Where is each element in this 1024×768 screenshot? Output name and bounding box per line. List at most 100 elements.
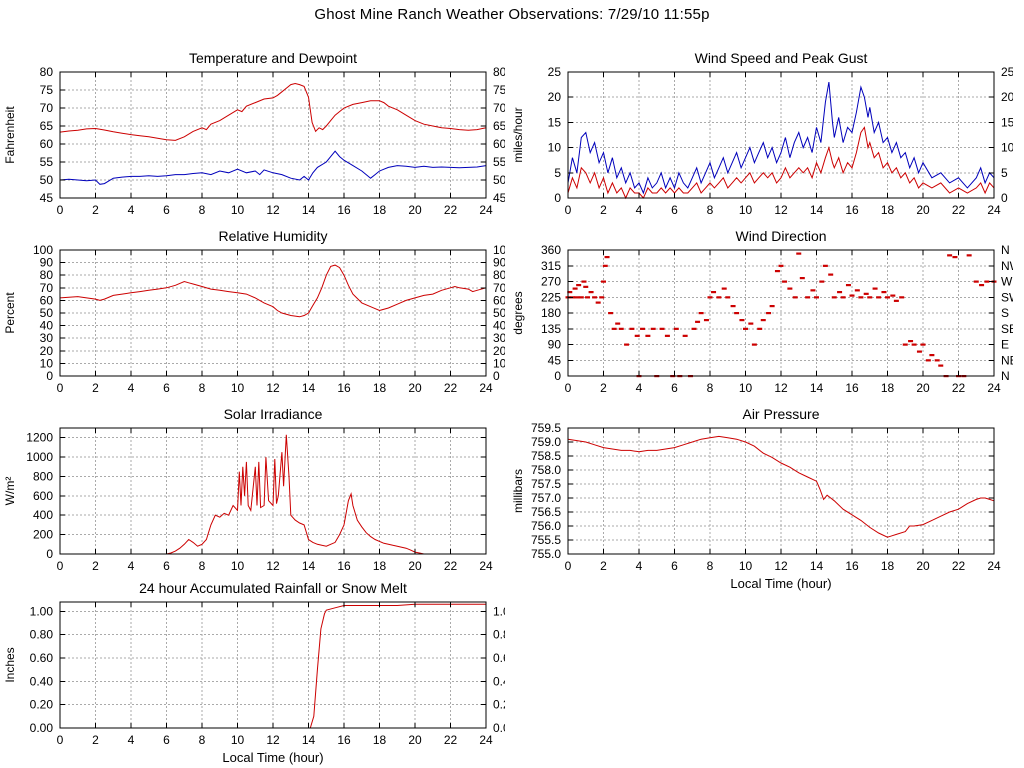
svg-text:0.60: 0.60 bbox=[30, 651, 54, 665]
svg-text:80: 80 bbox=[493, 65, 505, 79]
svg-text:757.0: 757.0 bbox=[531, 491, 561, 505]
svg-text:60: 60 bbox=[493, 293, 505, 307]
svg-text:400: 400 bbox=[33, 508, 53, 522]
svg-text:12: 12 bbox=[774, 559, 788, 573]
svg-text:20: 20 bbox=[408, 733, 422, 747]
chart-wind-direction: 0246810121416182022240N45NE90E135SE180S2… bbox=[508, 224, 1022, 420]
svg-text:8: 8 bbox=[199, 559, 206, 573]
svg-text:20: 20 bbox=[493, 344, 505, 358]
svg-text:10: 10 bbox=[1001, 141, 1013, 155]
svg-text:14: 14 bbox=[810, 381, 824, 395]
svg-text:8: 8 bbox=[199, 381, 206, 395]
svg-text:12: 12 bbox=[266, 559, 280, 573]
svg-text:2: 2 bbox=[92, 733, 99, 747]
svg-text:20: 20 bbox=[408, 203, 422, 217]
svg-text:N: N bbox=[1001, 243, 1010, 257]
svg-text:60: 60 bbox=[493, 137, 505, 151]
svg-text:24: 24 bbox=[479, 559, 493, 573]
svg-text:12: 12 bbox=[774, 381, 788, 395]
svg-text:100: 100 bbox=[33, 243, 53, 257]
svg-text:6: 6 bbox=[163, 559, 170, 573]
svg-text:W/m²: W/m² bbox=[3, 477, 17, 506]
svg-text:55: 55 bbox=[493, 155, 505, 169]
svg-text:16: 16 bbox=[337, 203, 351, 217]
svg-text:0: 0 bbox=[554, 369, 561, 383]
svg-text:225: 225 bbox=[541, 290, 561, 304]
svg-text:0.20: 0.20 bbox=[30, 698, 54, 712]
svg-text:8: 8 bbox=[199, 733, 206, 747]
svg-text:10: 10 bbox=[40, 356, 54, 370]
svg-text:W: W bbox=[1001, 275, 1013, 289]
svg-text:Local Time (hour): Local Time (hour) bbox=[222, 750, 323, 765]
svg-text:20: 20 bbox=[408, 559, 422, 573]
svg-text:50: 50 bbox=[493, 173, 505, 187]
svg-text:Relative Humidity: Relative Humidity bbox=[219, 228, 328, 244]
svg-text:10: 10 bbox=[739, 203, 753, 217]
svg-text:75: 75 bbox=[40, 83, 54, 97]
svg-text:10: 10 bbox=[548, 141, 562, 155]
svg-text:30: 30 bbox=[40, 331, 54, 345]
svg-text:70: 70 bbox=[493, 101, 505, 115]
svg-text:315: 315 bbox=[541, 259, 561, 273]
svg-text:2: 2 bbox=[600, 203, 607, 217]
svg-text:18: 18 bbox=[881, 381, 895, 395]
svg-text:360: 360 bbox=[541, 243, 561, 257]
svg-text:4: 4 bbox=[636, 203, 643, 217]
svg-text:4: 4 bbox=[128, 203, 135, 217]
svg-text:16: 16 bbox=[337, 733, 351, 747]
svg-text:millibars: millibars bbox=[511, 469, 525, 513]
svg-text:1.00: 1.00 bbox=[30, 604, 54, 618]
svg-text:24: 24 bbox=[987, 381, 1001, 395]
svg-text:757.5: 757.5 bbox=[531, 477, 561, 491]
svg-text:24 hour Accumulated Rainfall o: 24 hour Accumulated Rainfall or Snow Mel… bbox=[139, 580, 407, 596]
svg-text:Wind Direction: Wind Direction bbox=[735, 228, 826, 244]
svg-text:25: 25 bbox=[548, 65, 562, 79]
svg-text:65: 65 bbox=[40, 119, 54, 133]
svg-text:75: 75 bbox=[493, 83, 505, 97]
svg-text:Percent: Percent bbox=[3, 292, 17, 334]
chart-svg-rainfall: 0246810121416182022240.000.000.200.200.4… bbox=[3, 580, 517, 765]
svg-text:12: 12 bbox=[774, 203, 788, 217]
svg-text:90: 90 bbox=[548, 338, 562, 352]
svg-text:20: 20 bbox=[916, 559, 930, 573]
svg-text:2: 2 bbox=[600, 381, 607, 395]
svg-text:4: 4 bbox=[636, 381, 643, 395]
svg-text:miles/hour: miles/hour bbox=[511, 107, 525, 162]
svg-text:S: S bbox=[1001, 306, 1009, 320]
svg-text:50: 50 bbox=[40, 306, 54, 320]
svg-text:4: 4 bbox=[128, 733, 135, 747]
svg-text:60: 60 bbox=[40, 137, 54, 151]
svg-text:2: 2 bbox=[92, 381, 99, 395]
svg-text:2: 2 bbox=[92, 559, 99, 573]
svg-text:25: 25 bbox=[1001, 65, 1013, 79]
svg-text:758.0: 758.0 bbox=[531, 463, 561, 477]
chart-wind-speed-gust: 0 2 4 6 8 10 12 14 16 18 20 22 24 0 0 5 5 10 10 15 15 20 20 25 2… bbox=[508, 46, 1015, 242]
svg-text:8: 8 bbox=[707, 203, 714, 217]
page-title: Ghost Mine Ranch Weather Observations: 7… bbox=[314, 6, 710, 23]
svg-text:14: 14 bbox=[302, 733, 316, 747]
svg-text:45: 45 bbox=[548, 353, 562, 367]
svg-text:1000: 1000 bbox=[26, 450, 53, 464]
svg-text:8: 8 bbox=[199, 203, 206, 217]
svg-text:20: 20 bbox=[408, 381, 422, 395]
svg-text:16: 16 bbox=[845, 203, 859, 217]
svg-text:6: 6 bbox=[163, 733, 170, 747]
svg-text:45: 45 bbox=[40, 191, 54, 205]
svg-text:10: 10 bbox=[739, 381, 753, 395]
svg-text:755.0: 755.0 bbox=[531, 547, 561, 561]
svg-text:759.5: 759.5 bbox=[531, 421, 561, 435]
svg-text:4: 4 bbox=[128, 559, 135, 573]
svg-text:55: 55 bbox=[40, 155, 54, 169]
chart-rainfall: 0246810121416182022240.000.000.200.200.4… bbox=[0, 576, 517, 768]
svg-text:0: 0 bbox=[57, 733, 64, 747]
svg-text:24: 24 bbox=[479, 381, 493, 395]
svg-text:0: 0 bbox=[57, 381, 64, 395]
svg-text:12: 12 bbox=[266, 733, 280, 747]
svg-text:0: 0 bbox=[554, 191, 561, 205]
svg-text:16: 16 bbox=[337, 381, 351, 395]
svg-text:2: 2 bbox=[600, 559, 607, 573]
svg-text:6: 6 bbox=[671, 203, 678, 217]
svg-text:18: 18 bbox=[881, 559, 895, 573]
svg-text:18: 18 bbox=[373, 381, 387, 395]
